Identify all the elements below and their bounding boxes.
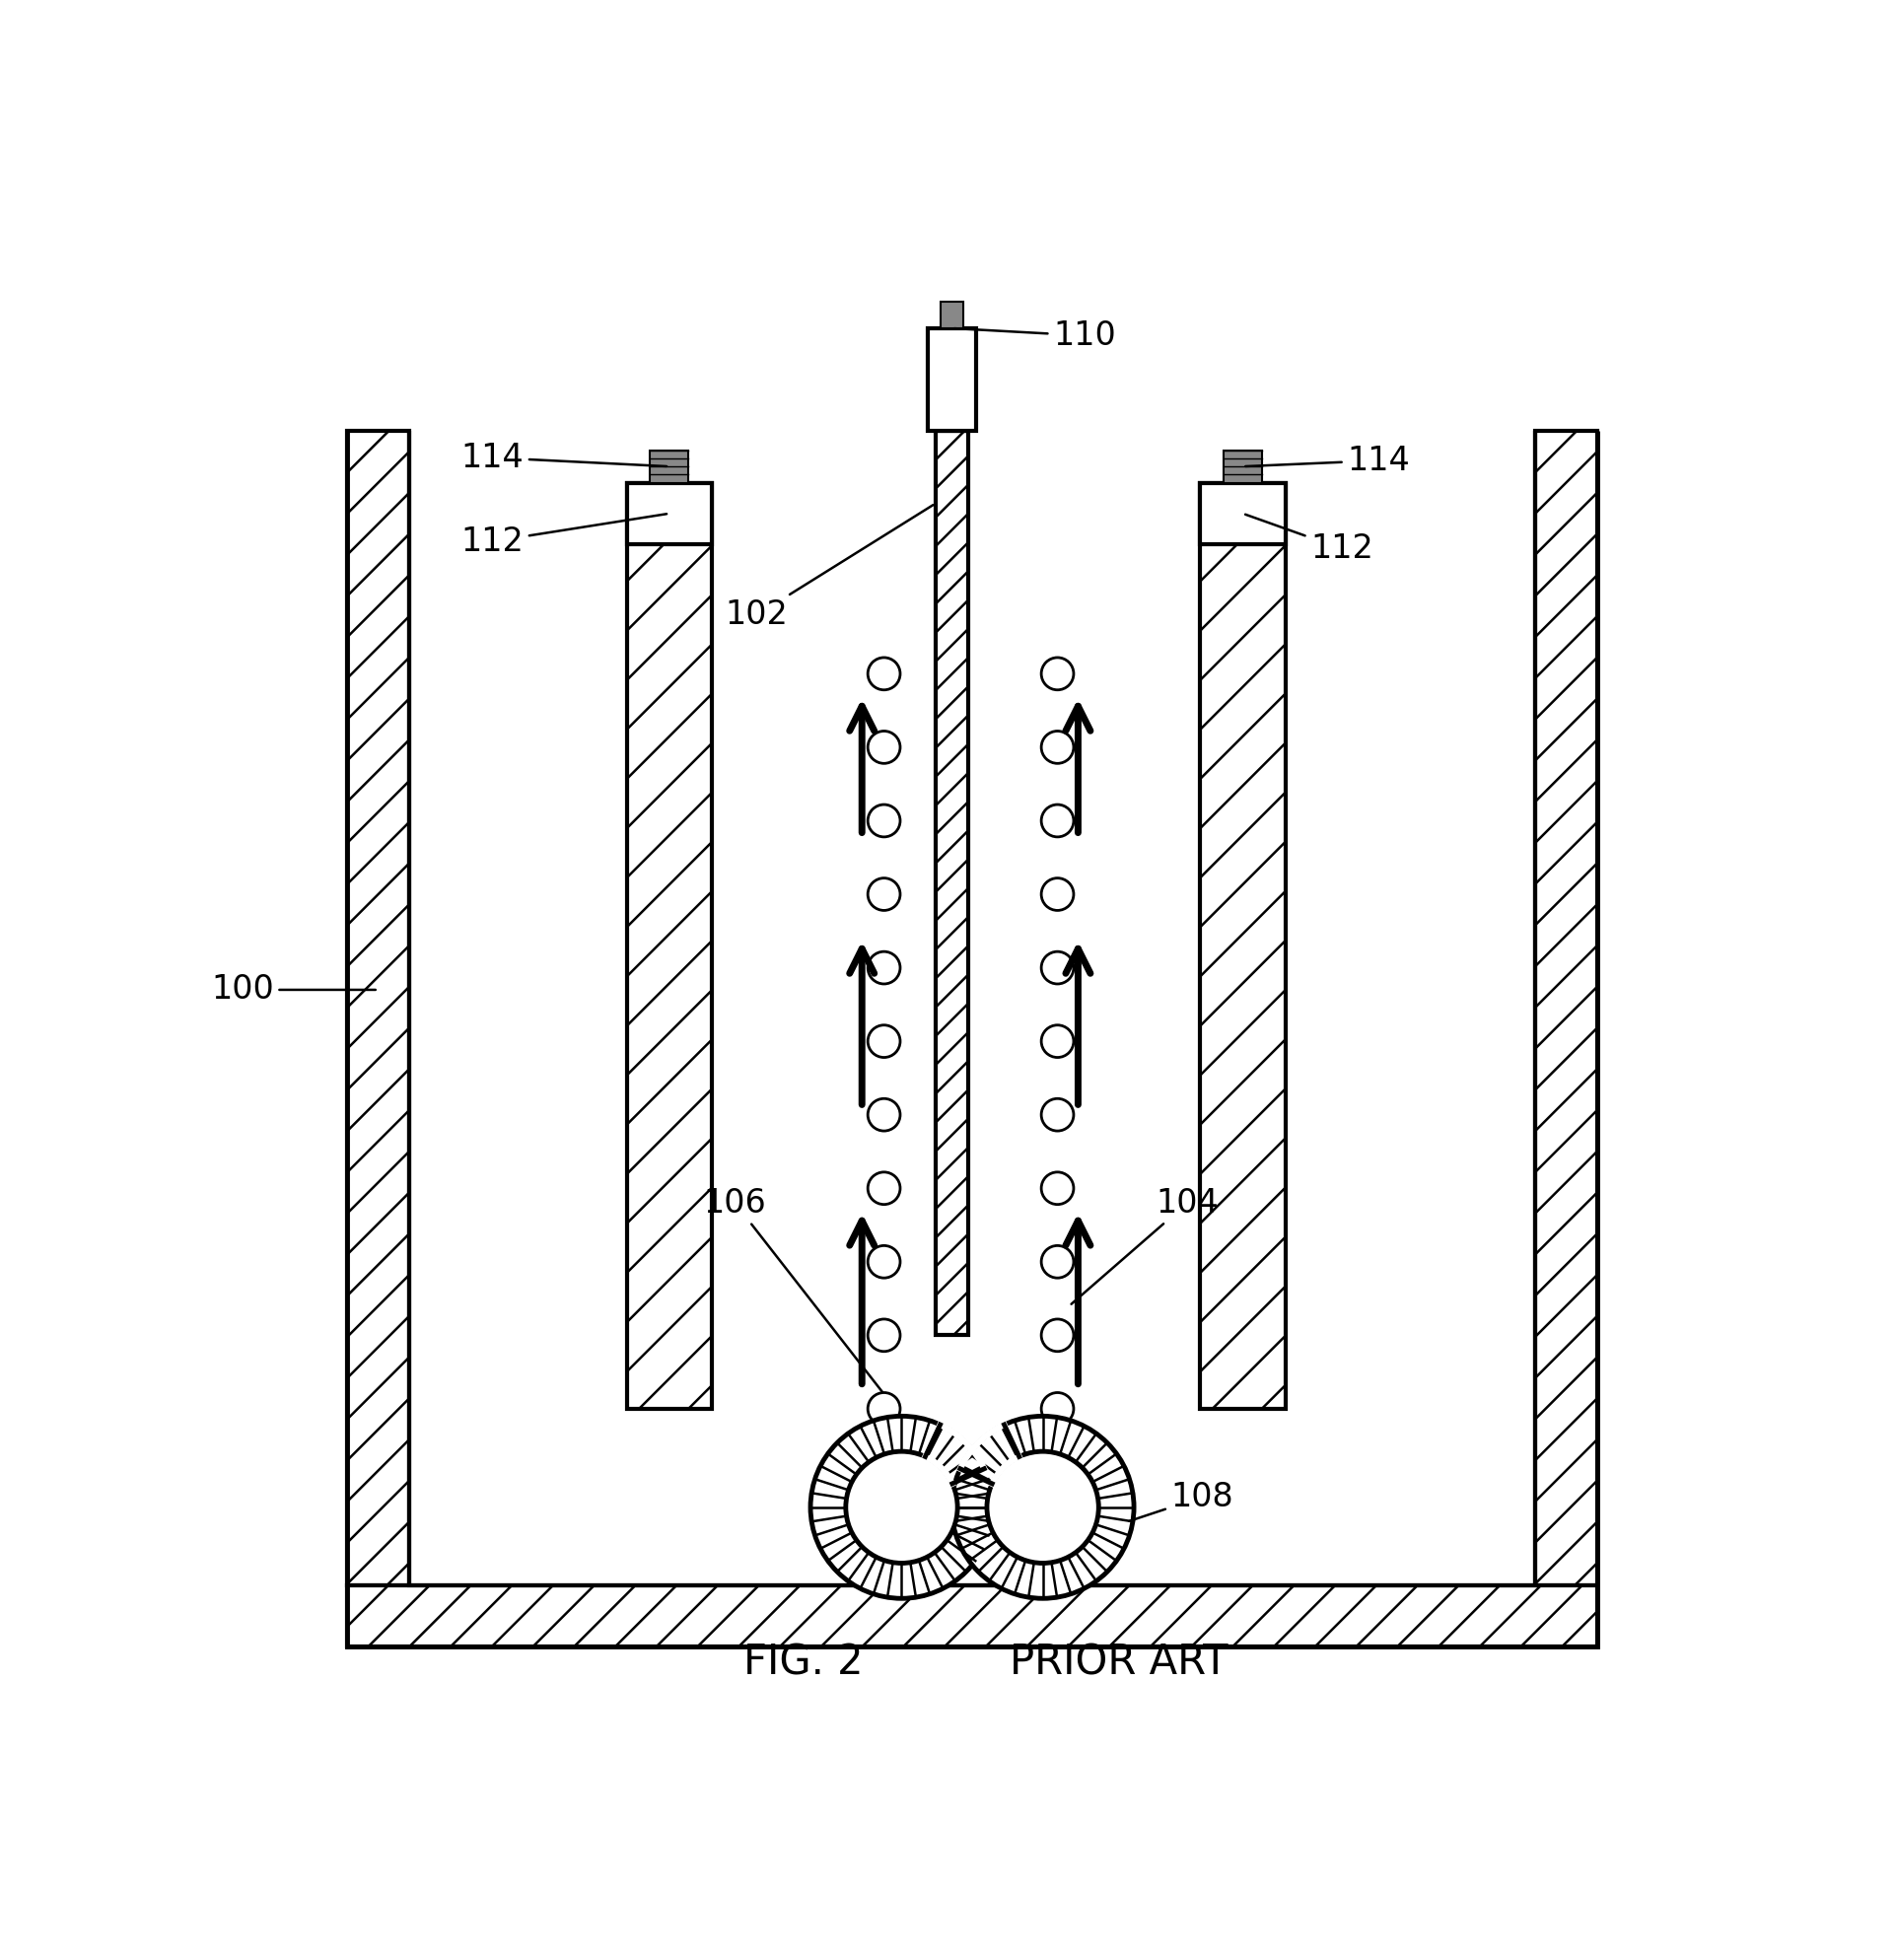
Circle shape (1041, 1025, 1073, 1058)
Text: 110: 110 (954, 319, 1115, 353)
Text: FIG. 2: FIG. 2 (743, 1642, 863, 1684)
Circle shape (1041, 1247, 1073, 1278)
Text: 114: 114 (1246, 445, 1409, 476)
Circle shape (866, 1394, 901, 1425)
Bar (935, 431, 967, 1335)
Circle shape (846, 1452, 957, 1564)
Bar (1200, 482, 1285, 545)
Circle shape (810, 1417, 992, 1599)
Bar (927, 327, 975, 431)
Bar (347, 431, 410, 1586)
Text: 112: 112 (1244, 514, 1373, 564)
Circle shape (866, 1319, 901, 1352)
Text: 106: 106 (703, 1186, 882, 1392)
Bar (626, 482, 711, 545)
Bar (347, 1586, 1596, 1646)
Circle shape (866, 1100, 901, 1131)
Circle shape (1041, 804, 1073, 837)
Circle shape (1041, 1172, 1073, 1205)
Circle shape (1041, 1319, 1073, 1352)
Circle shape (1041, 878, 1073, 909)
Circle shape (986, 1452, 1098, 1564)
Circle shape (866, 878, 901, 909)
Circle shape (866, 1247, 901, 1278)
Circle shape (866, 804, 901, 837)
Circle shape (1041, 657, 1073, 690)
Circle shape (866, 1172, 901, 1205)
Bar (626, 482, 711, 1409)
Circle shape (1041, 731, 1073, 762)
Text: 104: 104 (1071, 1186, 1219, 1303)
Text: 102: 102 (724, 506, 933, 631)
Text: 100: 100 (210, 974, 375, 1005)
Circle shape (866, 731, 901, 762)
Bar (1200, 482, 1285, 1409)
Circle shape (866, 1025, 901, 1058)
Circle shape (1041, 951, 1073, 984)
Circle shape (866, 951, 901, 984)
Circle shape (1041, 1100, 1073, 1131)
Circle shape (1041, 1394, 1073, 1425)
Text: 108: 108 (1128, 1480, 1232, 1521)
Bar (1223, 451, 1261, 482)
Bar (940, 302, 963, 327)
Text: 114: 114 (461, 441, 665, 474)
Text: 112: 112 (461, 514, 665, 559)
Circle shape (952, 1417, 1134, 1599)
Bar (650, 451, 688, 482)
Text: PRIOR ART: PRIOR ART (1009, 1642, 1229, 1684)
Circle shape (866, 657, 901, 690)
Bar (1534, 431, 1596, 1586)
